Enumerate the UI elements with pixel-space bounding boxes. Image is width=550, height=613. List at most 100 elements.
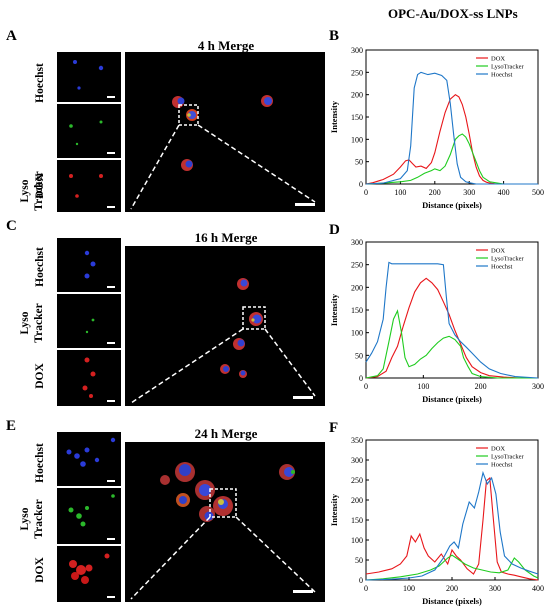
scale-bar [107, 480, 115, 482]
series-line-hoechst [365, 261, 539, 379]
x-tick-label: 300 [489, 584, 501, 593]
series-line-lysotracker [365, 133, 538, 185]
y-tick-label: 0 [359, 374, 363, 383]
y-tick-label: 50 [355, 556, 363, 565]
row-label-hoechst-e: Hoechst [34, 443, 46, 483]
y-tick-label: 350 [351, 436, 363, 445]
series-line-lysotracker [365, 309, 538, 379]
y-tick-label: 250 [351, 261, 363, 270]
x-tick-label: 0 [364, 584, 368, 593]
y-tick-label: 200 [351, 496, 363, 505]
row-label-hoechst-c: Hoechst [34, 247, 46, 287]
y-tick-label: 150 [351, 113, 363, 122]
y-tick-label: 0 [359, 576, 363, 585]
scale-bar [293, 396, 313, 399]
intensity-chart-b: 0 100 200 300 400 500 0 50 100 150 200 250 300 Distan… [329, 46, 544, 210]
figure-title: OPC-Au/DOX-ss LNPs [388, 6, 518, 21]
y-axis-label: Intensity [329, 493, 339, 526]
hoechst-image-c [57, 238, 121, 292]
x-tick-label: 400 [532, 584, 544, 593]
y-tick-label: 150 [351, 516, 363, 525]
x-axis-label: Distance (pixels) [422, 200, 482, 210]
x-axis-label: Distance (pixels) [422, 394, 482, 404]
intensity-chart-d: 0 100 200 300 0 50 100 150 200 250 300 Distance (pi… [329, 238, 544, 404]
row-label-dox-a: DOX [34, 173, 46, 199]
x-axis-label: Distance (pixels) [422, 596, 482, 606]
x-tick-label: 300 [463, 188, 475, 197]
row-label-dox-c: DOX [34, 363, 46, 389]
hoechst-image-a [57, 52, 121, 102]
x-tick-label: 0 [364, 382, 368, 391]
row-label-tracker-e: Tracker [33, 499, 45, 539]
y-tick-label: 300 [351, 46, 363, 55]
series-line-dox [365, 476, 539, 581]
series-line-hoechst [365, 470, 539, 581]
dox-image-e [57, 546, 121, 602]
lysotracker-image-c [57, 294, 121, 348]
legend-label: Hoechst [491, 264, 512, 271]
row-label-tracker-c: Tracker [33, 303, 45, 343]
series-line-dox [365, 277, 538, 379]
x-tick-label: 500 [532, 188, 544, 197]
scale-bar [107, 96, 115, 98]
panel-letter-c: C [6, 218, 17, 234]
merge-title-c: 16 h Merge [194, 230, 258, 245]
y-axis-label: Intensity [329, 100, 339, 133]
lysotracker-image-e [57, 488, 121, 544]
series-line-lysotracker [365, 554, 539, 581]
merge-title-a: 4 h Merge [197, 38, 255, 53]
y-tick-label: 200 [351, 91, 363, 100]
x-tick-label: 0 [364, 188, 368, 197]
scale-bar [107, 206, 115, 208]
x-tick-label: 400 [498, 188, 510, 197]
row-label-lysotracker-e: Lyso Tracker [19, 492, 49, 547]
merge-image-e [125, 442, 325, 602]
row-label-lysotracker-c: Lyso Tracker [19, 296, 49, 351]
legend-label: Hoechst [491, 72, 512, 79]
scale-bar [107, 596, 115, 598]
x-tick-label: 300 [532, 382, 544, 391]
y-tick-label: 0 [359, 180, 363, 189]
scale-bar [107, 342, 115, 344]
legend-label: LysoTracker [491, 256, 524, 263]
lysotracker-image-a [57, 104, 121, 158]
y-tick-label: 50 [355, 158, 363, 167]
scale-bar [107, 152, 115, 154]
y-tick-label: 300 [351, 456, 363, 465]
x-tick-label: 200 [446, 584, 458, 593]
scale-bar [107, 286, 115, 288]
series-line-dox [365, 94, 538, 185]
merge-image-c [125, 246, 325, 406]
y-tick-label: 200 [351, 283, 363, 292]
row-label-lyso-a: Lyso [19, 179, 31, 203]
scale-bar [293, 590, 313, 593]
y-tick-label: 300 [351, 238, 363, 247]
series-line-hoechst [365, 71, 538, 185]
panel-letter-a: A [6, 28, 17, 44]
legend-label: Hoechst [491, 462, 512, 469]
intensity-chart-f: 0 100 200 300 400 0 50 100 150 200 250 300 350 Distan… [329, 436, 544, 606]
panel-letter-f: F [329, 420, 339, 436]
y-tick-label: 150 [351, 306, 363, 315]
dox-image-c [57, 350, 121, 406]
row-label-hoechst-a: Hoechst [34, 63, 46, 103]
row-label-dox-e: DOX [34, 557, 46, 583]
x-tick-label: 200 [429, 188, 441, 197]
legend-label: DOX [491, 446, 505, 453]
legend-label: LysoTracker [491, 64, 524, 71]
y-tick-label: 100 [351, 135, 363, 144]
y-axis-label: Intensity [329, 293, 339, 326]
x-tick-label: 200 [475, 382, 487, 391]
y-tick-label: 100 [351, 536, 363, 545]
dox-image-a [57, 160, 121, 212]
legend-label: DOX [491, 248, 505, 255]
y-tick-label: 100 [351, 329, 363, 338]
merge-image-a [125, 52, 325, 212]
x-tick-label: 100 [417, 382, 429, 391]
panel-letter-d: D [329, 222, 340, 238]
scale-bar [295, 203, 315, 206]
panel-letter-e: E [6, 418, 17, 434]
scale-bar [107, 400, 115, 402]
row-label-lyso-e: Lyso [19, 507, 31, 531]
row-label-lyso-c: Lyso [19, 311, 31, 335]
